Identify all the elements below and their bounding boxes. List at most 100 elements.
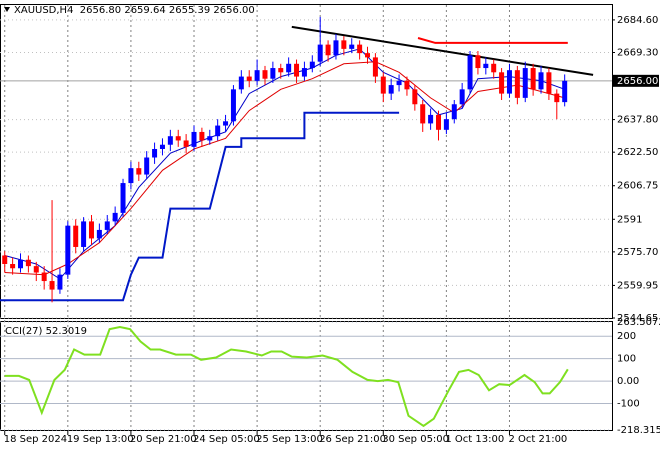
candle-body [128, 168, 134, 184]
cci-label: CCI(27) 52.3019 [5, 326, 87, 337]
cci-line [4, 325, 569, 428]
candle-body [309, 61, 315, 69]
candle-body [191, 131, 197, 147]
candle-body [420, 104, 426, 124]
price-panel-border [0, 4, 613, 319]
candle-body [404, 80, 410, 90]
overlay-line [291, 25, 594, 76]
candle-body [215, 125, 221, 137]
candle-body [294, 63, 300, 77]
x-tick-label: 26 Sep 21:00 [319, 434, 386, 445]
candle-body [270, 68, 276, 79]
cci-panel-border [0, 321, 613, 431]
overlay-line [0, 111, 400, 302]
y-tick-label: -218.3159 [617, 425, 660, 436]
candle-body [562, 80, 568, 103]
candle-body [286, 63, 292, 73]
candle-body [530, 68, 536, 90]
candle-body [475, 55, 481, 69]
candle-body [207, 136, 213, 141]
y-tick-label: 2544.65 [617, 313, 658, 324]
x-tick-label: 19 Sep 13:00 [67, 434, 134, 445]
candle-body [522, 68, 528, 98]
overlay-line [4, 61, 565, 276]
y-tick-label: 263.5072 [617, 317, 660, 328]
x-tick-label: 24 Sep 05:00 [193, 434, 260, 445]
candle-body [88, 221, 94, 239]
overlay-line [417, 37, 568, 44]
x-tick-label: 1 Oct 13:00 [445, 434, 504, 445]
y-tick-label: 2606.75 [617, 181, 658, 192]
candle-body [33, 266, 39, 273]
candle-body [112, 212, 118, 222]
candle-body [396, 80, 402, 86]
candle-body [104, 221, 110, 230]
y-tick-label: 2637.80 [617, 115, 658, 126]
candle-body [41, 272, 47, 282]
x-tick-label: 30 Sep 05:00 [382, 434, 449, 445]
candle-body [333, 40, 339, 56]
candle-body [120, 183, 126, 213]
candle-body [246, 76, 252, 81]
candle-body [262, 70, 268, 79]
candle-body [18, 259, 24, 269]
candle-body [10, 264, 16, 269]
candle-body [412, 89, 418, 105]
symbol-header: XAUUSD,H4 2656.80 2659.64 2655.39 2656.0… [14, 5, 255, 16]
y-tick-label: 2669.30 [617, 47, 658, 58]
candle-body [325, 44, 331, 56]
candle-body [230, 89, 236, 122]
last-price-box [613, 74, 659, 87]
candle-body [254, 70, 260, 81]
candle-body [183, 140, 189, 147]
y-tick-label: 0.00 [617, 376, 639, 387]
candle-body [317, 44, 323, 62]
x-tick-label: 25 Sep 13:00 [256, 434, 323, 445]
candle-body [514, 70, 520, 98]
y-tick-label: 2575.70 [617, 247, 658, 258]
y-tick-label: -100 [617, 398, 640, 409]
candle-body [435, 114, 441, 130]
candle-body [380, 76, 386, 94]
candle-body [159, 144, 165, 149]
candle-body [451, 104, 457, 120]
candle-body [499, 72, 505, 94]
candle-body [372, 57, 378, 77]
menu-arrow[interactable] [4, 7, 10, 12]
candle-body [349, 44, 355, 49]
candle-body [428, 114, 434, 124]
y-tick-label: 200 [617, 331, 636, 342]
candle-body [73, 225, 79, 247]
candle-body [167, 136, 173, 145]
x-tick-label: 18 Sep 2024 [4, 434, 67, 445]
y-tick-label: 2591 [617, 214, 642, 225]
candle-body [341, 40, 347, 49]
y-tick-label: 2559.95 [617, 280, 658, 291]
candle-body [443, 119, 449, 130]
candle-body [57, 274, 63, 290]
x-tick-label: 20 Sep 21:00 [130, 434, 197, 445]
candle-body [554, 93, 560, 103]
candle-body [223, 121, 229, 126]
x-tick-label: 2 Oct 21:00 [508, 434, 567, 445]
candle-body [301, 68, 307, 77]
candle-body [152, 148, 158, 158]
candle-body [467, 55, 473, 90]
candle-body [49, 281, 55, 290]
candle-body [483, 63, 489, 69]
candle-body [506, 70, 512, 94]
candle-body [96, 229, 102, 239]
candle-body [81, 221, 87, 247]
candle-body [2, 255, 8, 265]
candle-body [25, 259, 31, 267]
candle-body [459, 89, 465, 105]
candle-body [238, 76, 244, 90]
candle-body [388, 85, 394, 94]
candle-body [357, 44, 363, 54]
candle-body [538, 72, 544, 90]
last-price-label: 2656.00 [617, 76, 658, 87]
candle-body [365, 53, 371, 58]
candle-body [546, 72, 552, 94]
candle-body [491, 63, 497, 73]
